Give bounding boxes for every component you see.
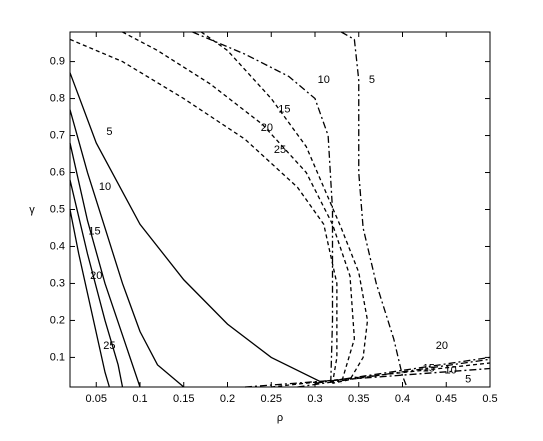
x-tick-label: 0.3 [307, 393, 322, 405]
y-tick-label: 0.5 [50, 203, 65, 215]
contour-label: 5 [369, 74, 375, 86]
contour-label: 25 [274, 144, 286, 156]
contour-label: 5 [106, 126, 112, 138]
y-tick-label: 0.9 [50, 55, 65, 67]
contour-label: 20 [436, 340, 448, 352]
contour-line [200, 31, 369, 384]
contour-line [69, 109, 185, 388]
contour-label: 10 [99, 181, 111, 193]
y-tick-label: 0.7 [50, 129, 65, 141]
contour-label: 5 [465, 374, 471, 386]
contour-label: 25 [103, 340, 115, 352]
contour-line [244, 367, 491, 388]
contour-line [69, 209, 110, 388]
contour-label: 10 [445, 364, 457, 376]
x-tick-label: 0.15 [173, 393, 194, 405]
x-tick-label: 0.2 [220, 393, 235, 405]
contour-line [192, 31, 334, 384]
y-tick-label: 0.8 [50, 92, 65, 104]
contour-line [69, 142, 141, 388]
contour-line [69, 72, 325, 384]
x-tick-label: 0.1 [132, 393, 147, 405]
x-tick-label: 0.05 [86, 393, 107, 405]
contour-label: 20 [261, 122, 273, 134]
contour-label: 15 [88, 226, 100, 238]
x-tick-label: 0.25 [261, 393, 282, 405]
contour-label: 10 [318, 74, 330, 86]
x-tick-label: 0.35 [348, 393, 369, 405]
y-tick-label: 0.6 [50, 166, 65, 178]
y-tick-label: 0.1 [50, 351, 65, 363]
contour-line [271, 362, 491, 388]
plot-frame [69, 31, 491, 388]
contour-label: 20 [90, 270, 102, 282]
x-tick-label: 0.45 [436, 393, 457, 405]
contour-line [122, 31, 356, 384]
x-axis-label: ρ [277, 412, 283, 424]
contour-line [69, 179, 124, 388]
contour-label: 15 [278, 104, 290, 116]
contour-label: 15 [423, 362, 435, 374]
y-tick-label: 0.3 [50, 277, 65, 289]
y-axis-label: γ [29, 204, 35, 216]
x-tick-label: 0.4 [395, 393, 410, 405]
y-tick-label: 0.2 [50, 314, 65, 326]
contour-line [69, 38, 338, 384]
x-tick-label: 0.5 [482, 393, 497, 405]
contour-line [297, 358, 491, 388]
y-tick-label: 0.4 [50, 240, 65, 252]
